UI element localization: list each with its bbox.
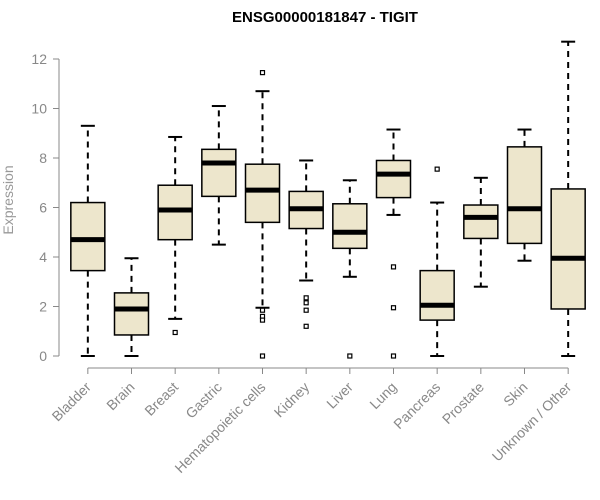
outlier-point — [303, 295, 309, 301]
box-group-liver — [332, 179, 368, 359]
outlier-point — [303, 323, 309, 329]
box-group-gastric — [201, 105, 237, 246]
iqr-box — [419, 269, 455, 321]
iqr-box — [550, 188, 586, 310]
box-group-lung — [375, 128, 412, 359]
box-group-unknown-other — [550, 40, 586, 357]
outlier-point — [303, 300, 309, 306]
x-tick-label: Breast — [141, 379, 181, 419]
box-group-brain — [113, 257, 150, 357]
outlier-point — [303, 307, 309, 313]
x-tick-label: Bladder — [49, 379, 95, 425]
iqr-box — [201, 148, 237, 198]
box-group-hematopoietic-cells — [244, 70, 281, 359]
y-axis-label: Expression — [0, 165, 16, 234]
chart-title: ENSG00000181847 - TIGIT — [232, 9, 418, 26]
outlier-point — [390, 353, 397, 359]
box-group-skin — [506, 128, 543, 262]
y-tick-label: 8 — [39, 150, 47, 166]
box-group-kidney — [288, 159, 324, 329]
x-tick-label: Liver — [323, 379, 356, 412]
x-tick-label: Brain — [103, 379, 137, 413]
outlier-point — [390, 305, 397, 311]
iqr-box — [70, 201, 106, 272]
y-axis: 0 2 4 6 8 10 12 — [31, 51, 60, 364]
x-tick-label: Pancreas — [390, 379, 443, 432]
box-group-breast — [157, 135, 193, 336]
iqr-box — [506, 146, 543, 245]
outlier-point — [390, 264, 397, 270]
y-tick-label: 10 — [31, 101, 47, 117]
outlier-point — [259, 307, 266, 313]
box-group-bladder — [70, 124, 106, 357]
y-tick-label: 2 — [39, 299, 47, 315]
x-tick-label: Prostate — [439, 379, 487, 427]
iqr-box — [113, 292, 150, 336]
iqr-box — [375, 159, 412, 199]
x-tick-label: Gastric — [182, 379, 225, 422]
outlier-point — [172, 329, 178, 336]
iqr-box — [332, 203, 368, 250]
outlier-point — [434, 166, 440, 172]
x-tick-label: Unknown / Other — [489, 379, 575, 465]
x-tick-label: Lung — [366, 379, 399, 412]
y-tick-label: 6 — [39, 200, 47, 216]
x-tick-label: Kidney — [271, 379, 313, 421]
plot-area — [70, 40, 586, 359]
outlier-point — [259, 353, 266, 359]
x-tick-label: Skin — [500, 379, 531, 410]
box-group-pancreas — [419, 166, 455, 357]
y-tick-label: 4 — [39, 249, 47, 265]
y-tick-label: 0 — [39, 348, 47, 364]
iqr-box — [244, 163, 281, 224]
y-tick-label: 12 — [31, 51, 47, 67]
box-group-prostate — [463, 176, 499, 288]
outlier-point — [259, 317, 266, 323]
outlier-point — [347, 353, 353, 359]
iqr-box — [463, 204, 499, 240]
outlier-point — [259, 70, 266, 76]
